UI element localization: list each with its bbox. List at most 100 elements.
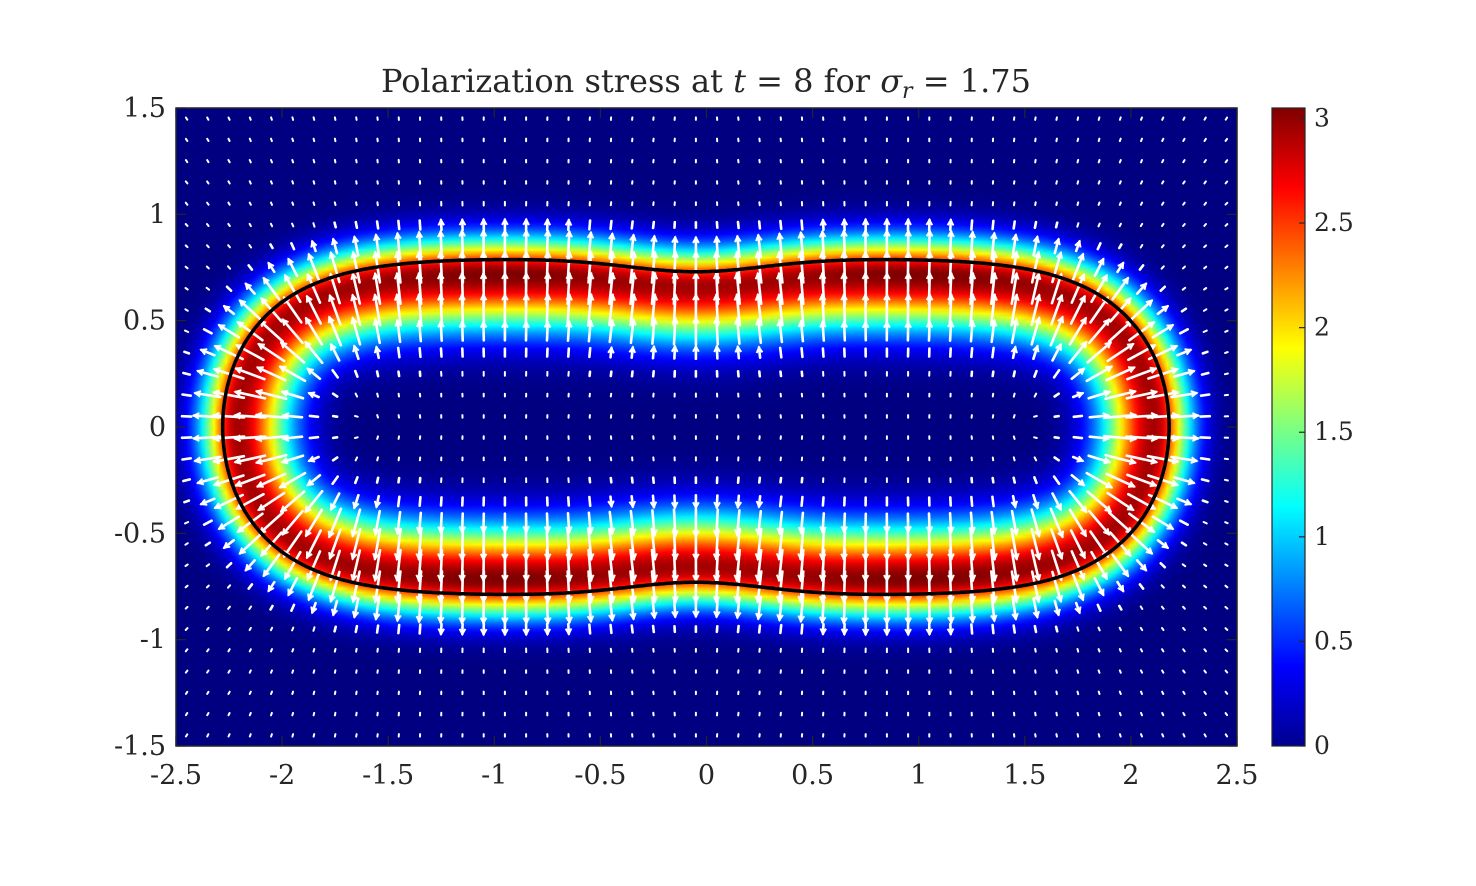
vector-arrow [227,137,231,142]
vector-arrow-head [1170,502,1179,510]
vector-arrow-head [628,345,637,354]
vector-arrow [970,623,974,635]
vector-arrow [991,219,995,231]
vector-arrow [1224,605,1229,610]
vector-arrow-head [196,368,205,377]
vector-arrow-head [394,231,402,240]
vector-arrow-head [671,529,679,538]
vector-arrow [1055,669,1058,674]
vector-arrow [777,272,784,306]
vector-arrow [1139,201,1144,206]
vector-arrow-head [278,365,287,373]
y-tick-label: -1 [140,625,166,656]
vector-arrow-head [1055,342,1062,351]
vector-arrow-head [989,527,998,536]
vector-arrow [1182,244,1186,249]
vector-arrow [1180,307,1188,313]
vector-arrow-head [671,553,679,562]
vector-arrow-head [479,595,488,604]
vector-arrow [608,251,614,284]
x-tick-label: 0.5 [791,760,834,791]
vector-arrow [258,319,285,343]
vector-arrow [1030,251,1040,284]
vector-arrow-head [861,595,870,604]
vector-arrow [629,293,636,327]
vector-arrow [1139,626,1144,632]
vector-arrow [777,251,784,284]
vector-arrow [1052,368,1061,379]
vector-arrow-head [305,294,313,303]
vector-arrow [778,510,784,535]
vector-arrow [255,453,288,464]
vector-arrow [608,232,614,260]
vector-arrow-head [1147,525,1156,533]
vector-arrow [206,712,210,717]
vector-arrow-head [330,608,339,617]
x-tick-label: 1 [910,760,927,791]
vector-arrow [1140,116,1143,121]
vector-arrow [779,219,783,231]
vector-arrow [248,733,252,738]
vector-arrow [1160,244,1165,249]
vector-arrow [1068,508,1087,537]
vector-arrow [312,158,316,164]
vector-arrow [236,512,264,533]
vector-arrow [248,201,252,206]
vector-arrow [248,711,252,717]
vector-arrow-head [1077,593,1085,602]
vector-arrow [1076,690,1080,696]
vector-arrow-head [565,553,573,562]
vector-arrow-head [650,553,659,562]
vector-arrow-head [1056,552,1064,561]
vector-arrow [1182,137,1186,142]
vector-arrow [270,137,273,143]
vector-arrow [651,235,656,258]
vector-arrow [609,623,613,635]
vector-arrow-head [712,553,721,562]
vector-arrow [328,507,343,538]
vector-arrow [1012,392,1016,398]
vector-arrow [1030,272,1041,305]
vector-arrow [1104,453,1137,464]
vector-field [180,116,1230,738]
vector-arrow-head [1161,305,1170,313]
vector-arrow-head [1097,257,1105,266]
vector-arrow-head [305,529,312,538]
vector-arrow [206,116,210,121]
vector-arrow [308,414,320,419]
vector-arrow [1160,265,1165,270]
vector-arrow-head [1102,318,1111,326]
vector-arrow [312,137,316,143]
vector-arrow [1090,550,1108,580]
vector-arrow [1151,323,1174,339]
vector-arrow-head [629,233,637,242]
vector-arrow [778,319,784,344]
vector-arrow [227,733,231,738]
vector-arrow [970,495,974,508]
vector-arrow [1161,733,1165,738]
vector-arrow [1182,159,1186,164]
vector-arrow [206,605,210,610]
vector-arrow-head [415,615,424,624]
vector-arrow-head [968,574,977,583]
vector-arrow-head [819,218,827,227]
vector-arrow [566,230,571,262]
vector-arrow [1010,272,1018,306]
vector-arrow [439,527,444,561]
vector-arrow-head [1055,503,1062,512]
vector-arrow-head [233,411,242,420]
vector-arrow-head [586,526,595,535]
vector-arrow-head [458,526,467,535]
vector-arrow-head [1053,608,1061,617]
colorbar-tick-label: 0.5 [1314,626,1354,655]
vector-arrow-head [883,553,891,562]
vector-arrow [1097,669,1101,674]
vector-arrow-head [262,276,270,285]
vector-arrow [821,230,826,262]
vector-arrow [1224,116,1229,121]
vector-arrow [328,316,343,347]
vector-arrow [1086,341,1112,364]
vector-arrow-head [281,528,289,536]
vector-arrow-head [213,344,222,352]
vector-arrow [184,584,189,589]
